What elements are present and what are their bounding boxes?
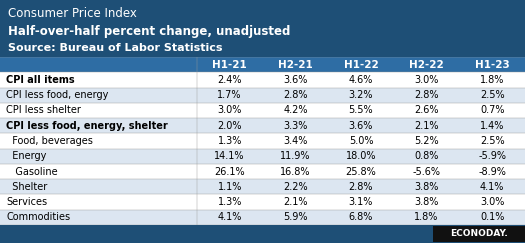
Bar — [0, 194, 525, 210]
Text: 4.2%: 4.2% — [283, 105, 308, 115]
Text: ECONODAY.: ECONODAY. — [450, 229, 508, 238]
Text: 11.9%: 11.9% — [280, 151, 311, 161]
Text: 4.1%: 4.1% — [480, 182, 505, 192]
Text: 2.8%: 2.8% — [283, 90, 308, 100]
Text: 0.1%: 0.1% — [480, 212, 505, 222]
Text: Source: Bureau of Labor Statistics: Source: Bureau of Labor Statistics — [8, 43, 223, 53]
Text: 3.1%: 3.1% — [349, 197, 373, 207]
Bar — [0, 179, 525, 194]
Text: 26.1%: 26.1% — [214, 166, 245, 177]
Text: Shelter: Shelter — [6, 182, 48, 192]
Text: 1.3%: 1.3% — [217, 136, 242, 146]
Text: Commodities: Commodities — [6, 212, 70, 222]
Text: 6.8%: 6.8% — [349, 212, 373, 222]
Text: Half-over-half percent change, unadjusted: Half-over-half percent change, unadjuste… — [8, 25, 290, 37]
Text: CPI less food, energy: CPI less food, energy — [6, 90, 109, 100]
Text: 1.7%: 1.7% — [217, 90, 242, 100]
Text: 3.8%: 3.8% — [414, 197, 439, 207]
Text: H1-21: H1-21 — [212, 60, 247, 70]
Text: 2.1%: 2.1% — [414, 121, 439, 131]
Bar — [433, 226, 525, 242]
Bar — [0, 149, 525, 164]
Text: 4.6%: 4.6% — [349, 75, 373, 85]
Text: 14.1%: 14.1% — [214, 151, 245, 161]
Text: 5.5%: 5.5% — [349, 105, 373, 115]
Bar — [0, 103, 525, 118]
Text: 2.8%: 2.8% — [414, 90, 439, 100]
Text: 5.9%: 5.9% — [283, 212, 308, 222]
Text: 2.2%: 2.2% — [283, 182, 308, 192]
Bar — [0, 164, 525, 179]
Text: H2-22: H2-22 — [409, 60, 444, 70]
Text: 2.8%: 2.8% — [349, 182, 373, 192]
Text: 1.8%: 1.8% — [480, 75, 505, 85]
Text: -5.9%: -5.9% — [478, 151, 506, 161]
Text: 3.0%: 3.0% — [414, 75, 439, 85]
Text: 1.1%: 1.1% — [217, 182, 242, 192]
Text: 2.5%: 2.5% — [480, 136, 505, 146]
Text: -8.9%: -8.9% — [478, 166, 506, 177]
Text: H1-22: H1-22 — [343, 60, 379, 70]
Text: 2.4%: 2.4% — [217, 75, 242, 85]
Text: 18.0%: 18.0% — [345, 151, 376, 161]
Text: Consumer Price Index: Consumer Price Index — [8, 7, 136, 20]
Text: 3.3%: 3.3% — [283, 121, 308, 131]
Bar — [0, 133, 525, 149]
Text: CPI less food, energy, shelter: CPI less food, energy, shelter — [6, 121, 168, 131]
Bar — [0, 210, 525, 225]
Text: Gasoline: Gasoline — [6, 166, 58, 177]
Text: 1.3%: 1.3% — [217, 197, 242, 207]
Text: 2.0%: 2.0% — [217, 121, 242, 131]
Text: Energy: Energy — [6, 151, 47, 161]
Text: 3.0%: 3.0% — [480, 197, 505, 207]
Text: 3.6%: 3.6% — [349, 121, 373, 131]
Text: 3.4%: 3.4% — [283, 136, 308, 146]
Text: Services: Services — [6, 197, 47, 207]
Text: 2.5%: 2.5% — [480, 90, 505, 100]
Text: H2-21: H2-21 — [278, 60, 313, 70]
Text: Food, beverages: Food, beverages — [6, 136, 93, 146]
Text: 3.0%: 3.0% — [217, 105, 242, 115]
Text: 1.4%: 1.4% — [480, 121, 505, 131]
Text: 5.0%: 5.0% — [349, 136, 373, 146]
Text: 0.7%: 0.7% — [480, 105, 505, 115]
Text: 3.6%: 3.6% — [283, 75, 308, 85]
Text: 1.8%: 1.8% — [414, 212, 439, 222]
Text: CPI less shelter: CPI less shelter — [6, 105, 81, 115]
Text: 2.6%: 2.6% — [414, 105, 439, 115]
Text: 2.1%: 2.1% — [283, 197, 308, 207]
Text: 3.2%: 3.2% — [349, 90, 373, 100]
Bar — [0, 72, 525, 87]
Text: 3.8%: 3.8% — [414, 182, 439, 192]
Text: 25.8%: 25.8% — [345, 166, 376, 177]
Bar — [0, 57, 525, 72]
Bar — [0, 118, 525, 133]
Text: H1-23: H1-23 — [475, 60, 510, 70]
Text: 16.8%: 16.8% — [280, 166, 311, 177]
Text: 0.8%: 0.8% — [414, 151, 439, 161]
Text: 4.1%: 4.1% — [217, 212, 242, 222]
Bar — [0, 87, 525, 103]
Text: 5.2%: 5.2% — [414, 136, 439, 146]
Text: CPI all items: CPI all items — [6, 75, 75, 85]
Text: -5.6%: -5.6% — [413, 166, 440, 177]
